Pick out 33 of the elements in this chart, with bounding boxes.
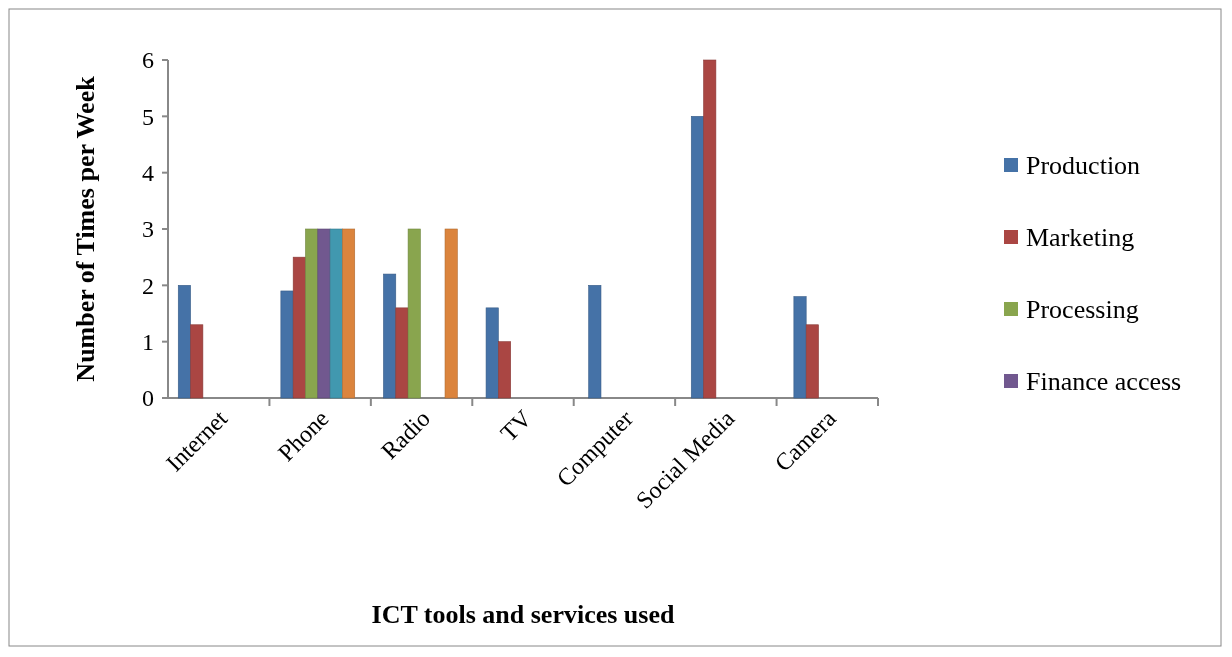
- y-tick-label: 4: [142, 160, 154, 187]
- y-tick-label: 5: [142, 103, 154, 130]
- y-tick-label: 6: [142, 47, 154, 74]
- bar: [292, 256, 306, 399]
- bar: [177, 285, 191, 399]
- legend-label: Finance access: [1026, 367, 1182, 397]
- bar: [317, 228, 331, 399]
- legend-label: Processing: [1026, 295, 1139, 325]
- bar: [805, 324, 819, 399]
- bar: [383, 273, 397, 399]
- legend-label: Marketing: [1026, 223, 1135, 253]
- legend-label: Production: [1026, 151, 1141, 181]
- bar: [342, 228, 356, 399]
- x-tick-label: TV: [495, 404, 537, 447]
- bar: [305, 228, 319, 399]
- x-axis-title: ICT tools and services used: [371, 600, 675, 629]
- bar: [485, 307, 499, 399]
- y-tick-label: 1: [142, 329, 154, 356]
- bar: [444, 228, 458, 399]
- bar: [498, 341, 511, 399]
- bar: [395, 307, 409, 399]
- y-axis-title: Number of Times per Week: [71, 75, 100, 382]
- bar: [190, 324, 204, 399]
- y-tick-label: 2: [142, 272, 154, 299]
- bar: [690, 116, 704, 399]
- bar: [280, 290, 294, 399]
- bar: [329, 228, 343, 399]
- bar: [793, 296, 807, 399]
- bar: [588, 285, 602, 399]
- y-tick-label: 0: [142, 385, 154, 412]
- bar: [407, 228, 421, 399]
- bar: [703, 59, 717, 399]
- y-tick-label: 3: [142, 216, 154, 243]
